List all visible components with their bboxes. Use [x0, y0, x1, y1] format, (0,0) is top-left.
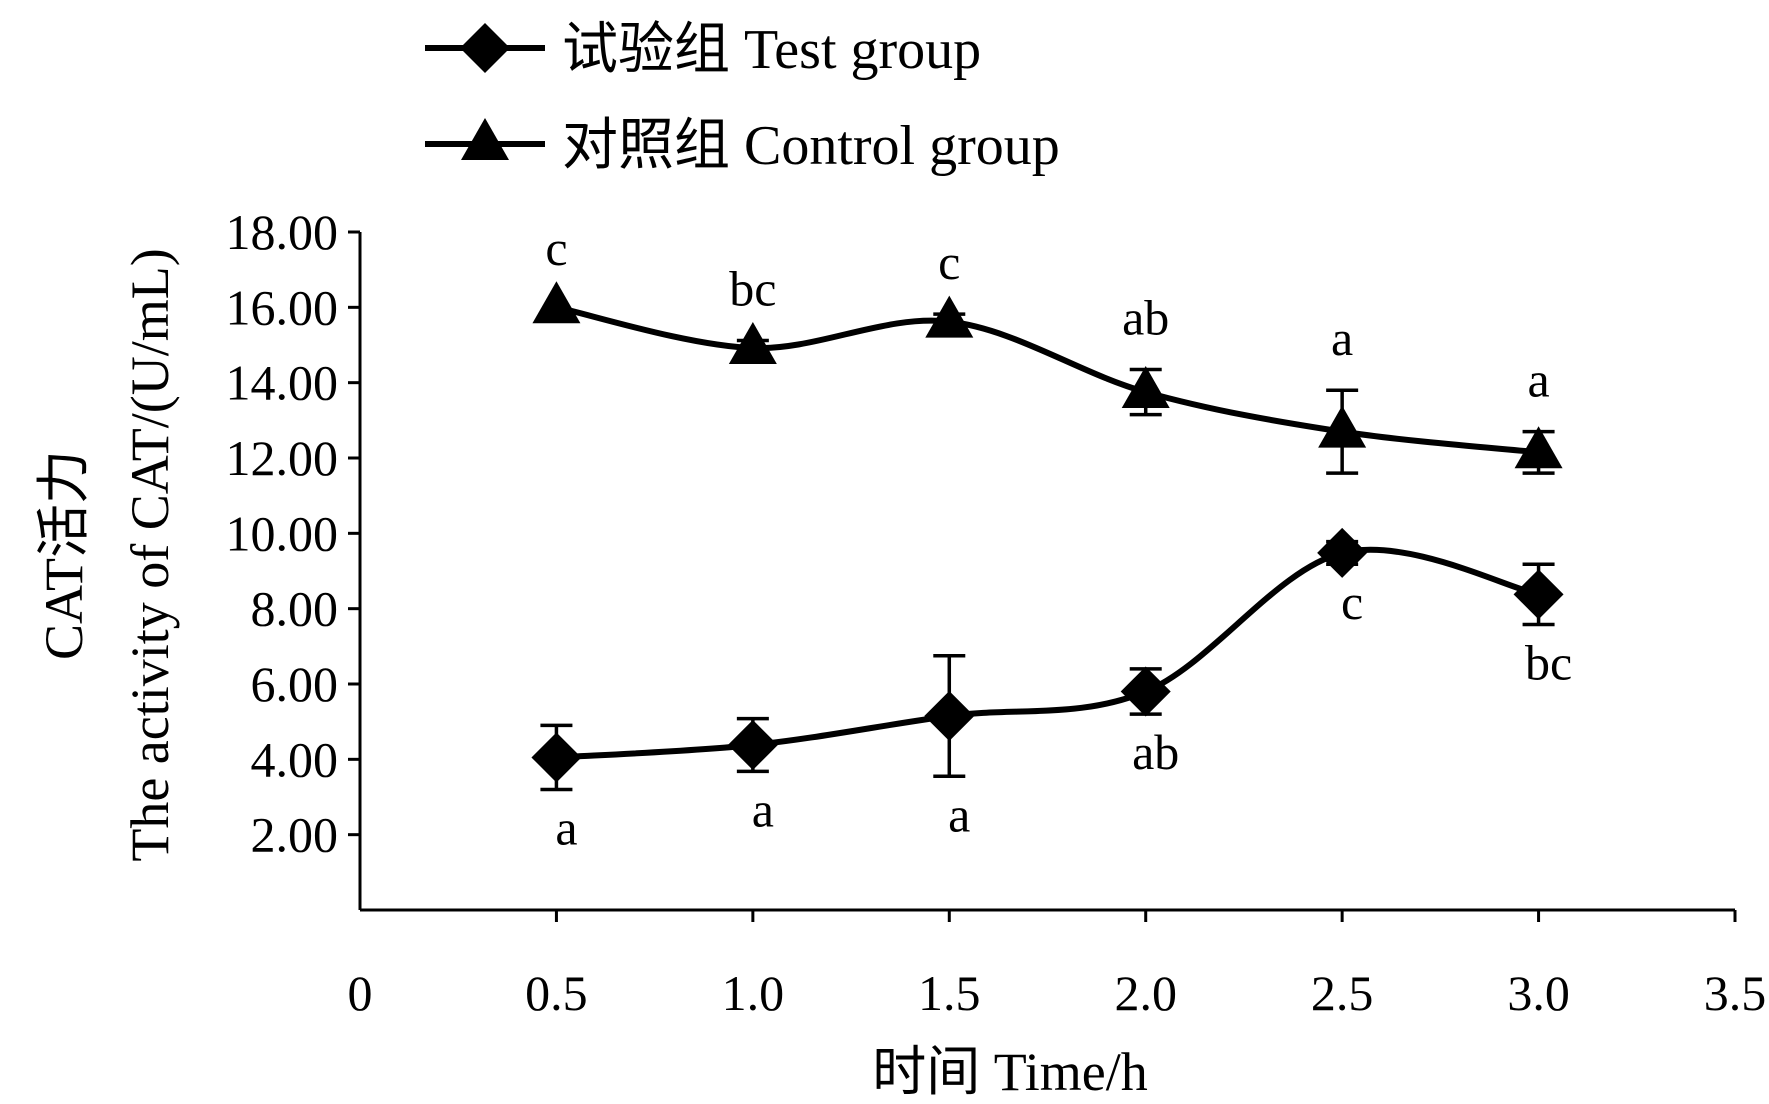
y-tick-label: 2.00	[251, 807, 339, 863]
data-point	[1318, 405, 1367, 448]
y-tick-label: 8.00	[251, 581, 339, 637]
x-tick-label: 3.5	[1704, 965, 1767, 1021]
significance-label: c	[1341, 574, 1363, 630]
x-tick-label: 1.5	[918, 965, 981, 1021]
data-point	[1514, 426, 1563, 469]
x-axis-title: 时间 Time/h	[872, 1042, 1148, 1102]
legend-marker	[460, 23, 510, 73]
significance-label: a	[752, 781, 774, 837]
axes: 0 0.5 1.0 1.5 2.0 2.5 3.0 3.5 2.00 4.00 6.00 8.00 10…	[226, 204, 1767, 1021]
data-point	[531, 732, 582, 783]
y-tick-label: 12.00	[226, 430, 339, 486]
data-point	[1513, 569, 1564, 620]
x-tick-label: 1.0	[722, 965, 785, 1021]
data-point	[924, 691, 975, 742]
x-tick-label: 3.0	[1507, 965, 1570, 1021]
series-control-group	[532, 281, 1563, 475]
significance-label: a	[948, 786, 970, 842]
significance-label: bc	[729, 260, 776, 316]
x-tick-label: 2.5	[1311, 965, 1374, 1021]
legend-item-test-group: 试验组 Test group	[425, 19, 981, 81]
legend-label: 对照组 Control group	[562, 115, 1060, 177]
legend: 试验组 Test group 对照组 Control group	[425, 19, 1060, 177]
significance-label: a	[555, 799, 577, 855]
y-axis-title-line-2: The activity of CAT/(U/mL)	[120, 248, 180, 861]
significance-label: ab	[1122, 289, 1169, 345]
significance-label: bc	[1525, 634, 1572, 690]
series-test-group	[531, 527, 1564, 792]
y-tick-label: 10.00	[226, 505, 339, 561]
y-tick-label: 6.00	[251, 656, 339, 712]
legend-item-control-group: 对照组 Control group	[425, 115, 1060, 177]
legend-label: 试验组 Test group	[562, 19, 981, 81]
significance-label: a	[1527, 352, 1549, 408]
x-tick-label: 0.5	[525, 965, 588, 1021]
y-tick-label: 18.00	[226, 204, 339, 260]
y-tick-label: 14.00	[226, 355, 339, 411]
x-tick-label: 0	[348, 965, 373, 1021]
series-line	[555, 304, 1539, 456]
data-point	[727, 720, 778, 771]
significance-label: c	[938, 234, 960, 290]
series-line	[556, 546, 1540, 761]
data-point	[532, 281, 581, 324]
significance-label: c	[545, 220, 567, 276]
data-point	[1121, 366, 1170, 409]
significance-label: a	[1331, 310, 1353, 366]
data-point	[925, 295, 974, 338]
y-tick-label: 4.00	[251, 731, 339, 787]
data-point	[1120, 666, 1171, 717]
x-tick-label: 2.0	[1114, 965, 1177, 1021]
y-axis-title-line-1: CAT活力	[34, 450, 94, 660]
data-point	[1317, 527, 1368, 578]
significance-label: ab	[1132, 724, 1179, 780]
legend-marker	[461, 117, 509, 160]
data-point	[728, 321, 777, 364]
significance-labels: a a a ab c bc c bc c ab a a	[545, 220, 1572, 856]
series-layer	[531, 281, 1564, 792]
y-tick-label: 16.00	[226, 279, 339, 335]
